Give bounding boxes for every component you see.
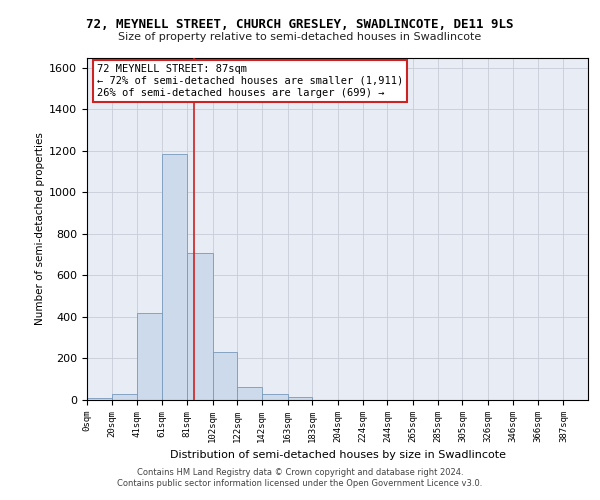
Bar: [162, 154, 187, 400]
Text: 72, MEYNELL STREET, CHURCH GRESLEY, SWADLINCOTE, DE11 9LS: 72, MEYNELL STREET, CHURCH GRESLEY, SWAD…: [86, 18, 514, 30]
Bar: [262, 394, 287, 400]
Bar: [212, 352, 237, 400]
Text: Contains HM Land Registry data © Crown copyright and database right 2024.
Contai: Contains HM Land Registry data © Crown c…: [118, 468, 482, 487]
Bar: [112, 394, 137, 400]
Text: 72 MEYNELL STREET: 87sqm
← 72% of semi-detached houses are smaller (1,911)
26% o: 72 MEYNELL STREET: 87sqm ← 72% of semi-d…: [97, 64, 403, 98]
Bar: [237, 386, 262, 400]
Text: Size of property relative to semi-detached houses in Swadlincote: Size of property relative to semi-detach…: [118, 32, 482, 42]
X-axis label: Distribution of semi-detached houses by size in Swadlincote: Distribution of semi-detached houses by …: [170, 450, 505, 460]
Bar: [137, 313, 162, 400]
Bar: [87, 398, 112, 400]
Bar: [187, 252, 212, 400]
Bar: [287, 397, 312, 400]
Y-axis label: Number of semi-detached properties: Number of semi-detached properties: [35, 132, 45, 325]
